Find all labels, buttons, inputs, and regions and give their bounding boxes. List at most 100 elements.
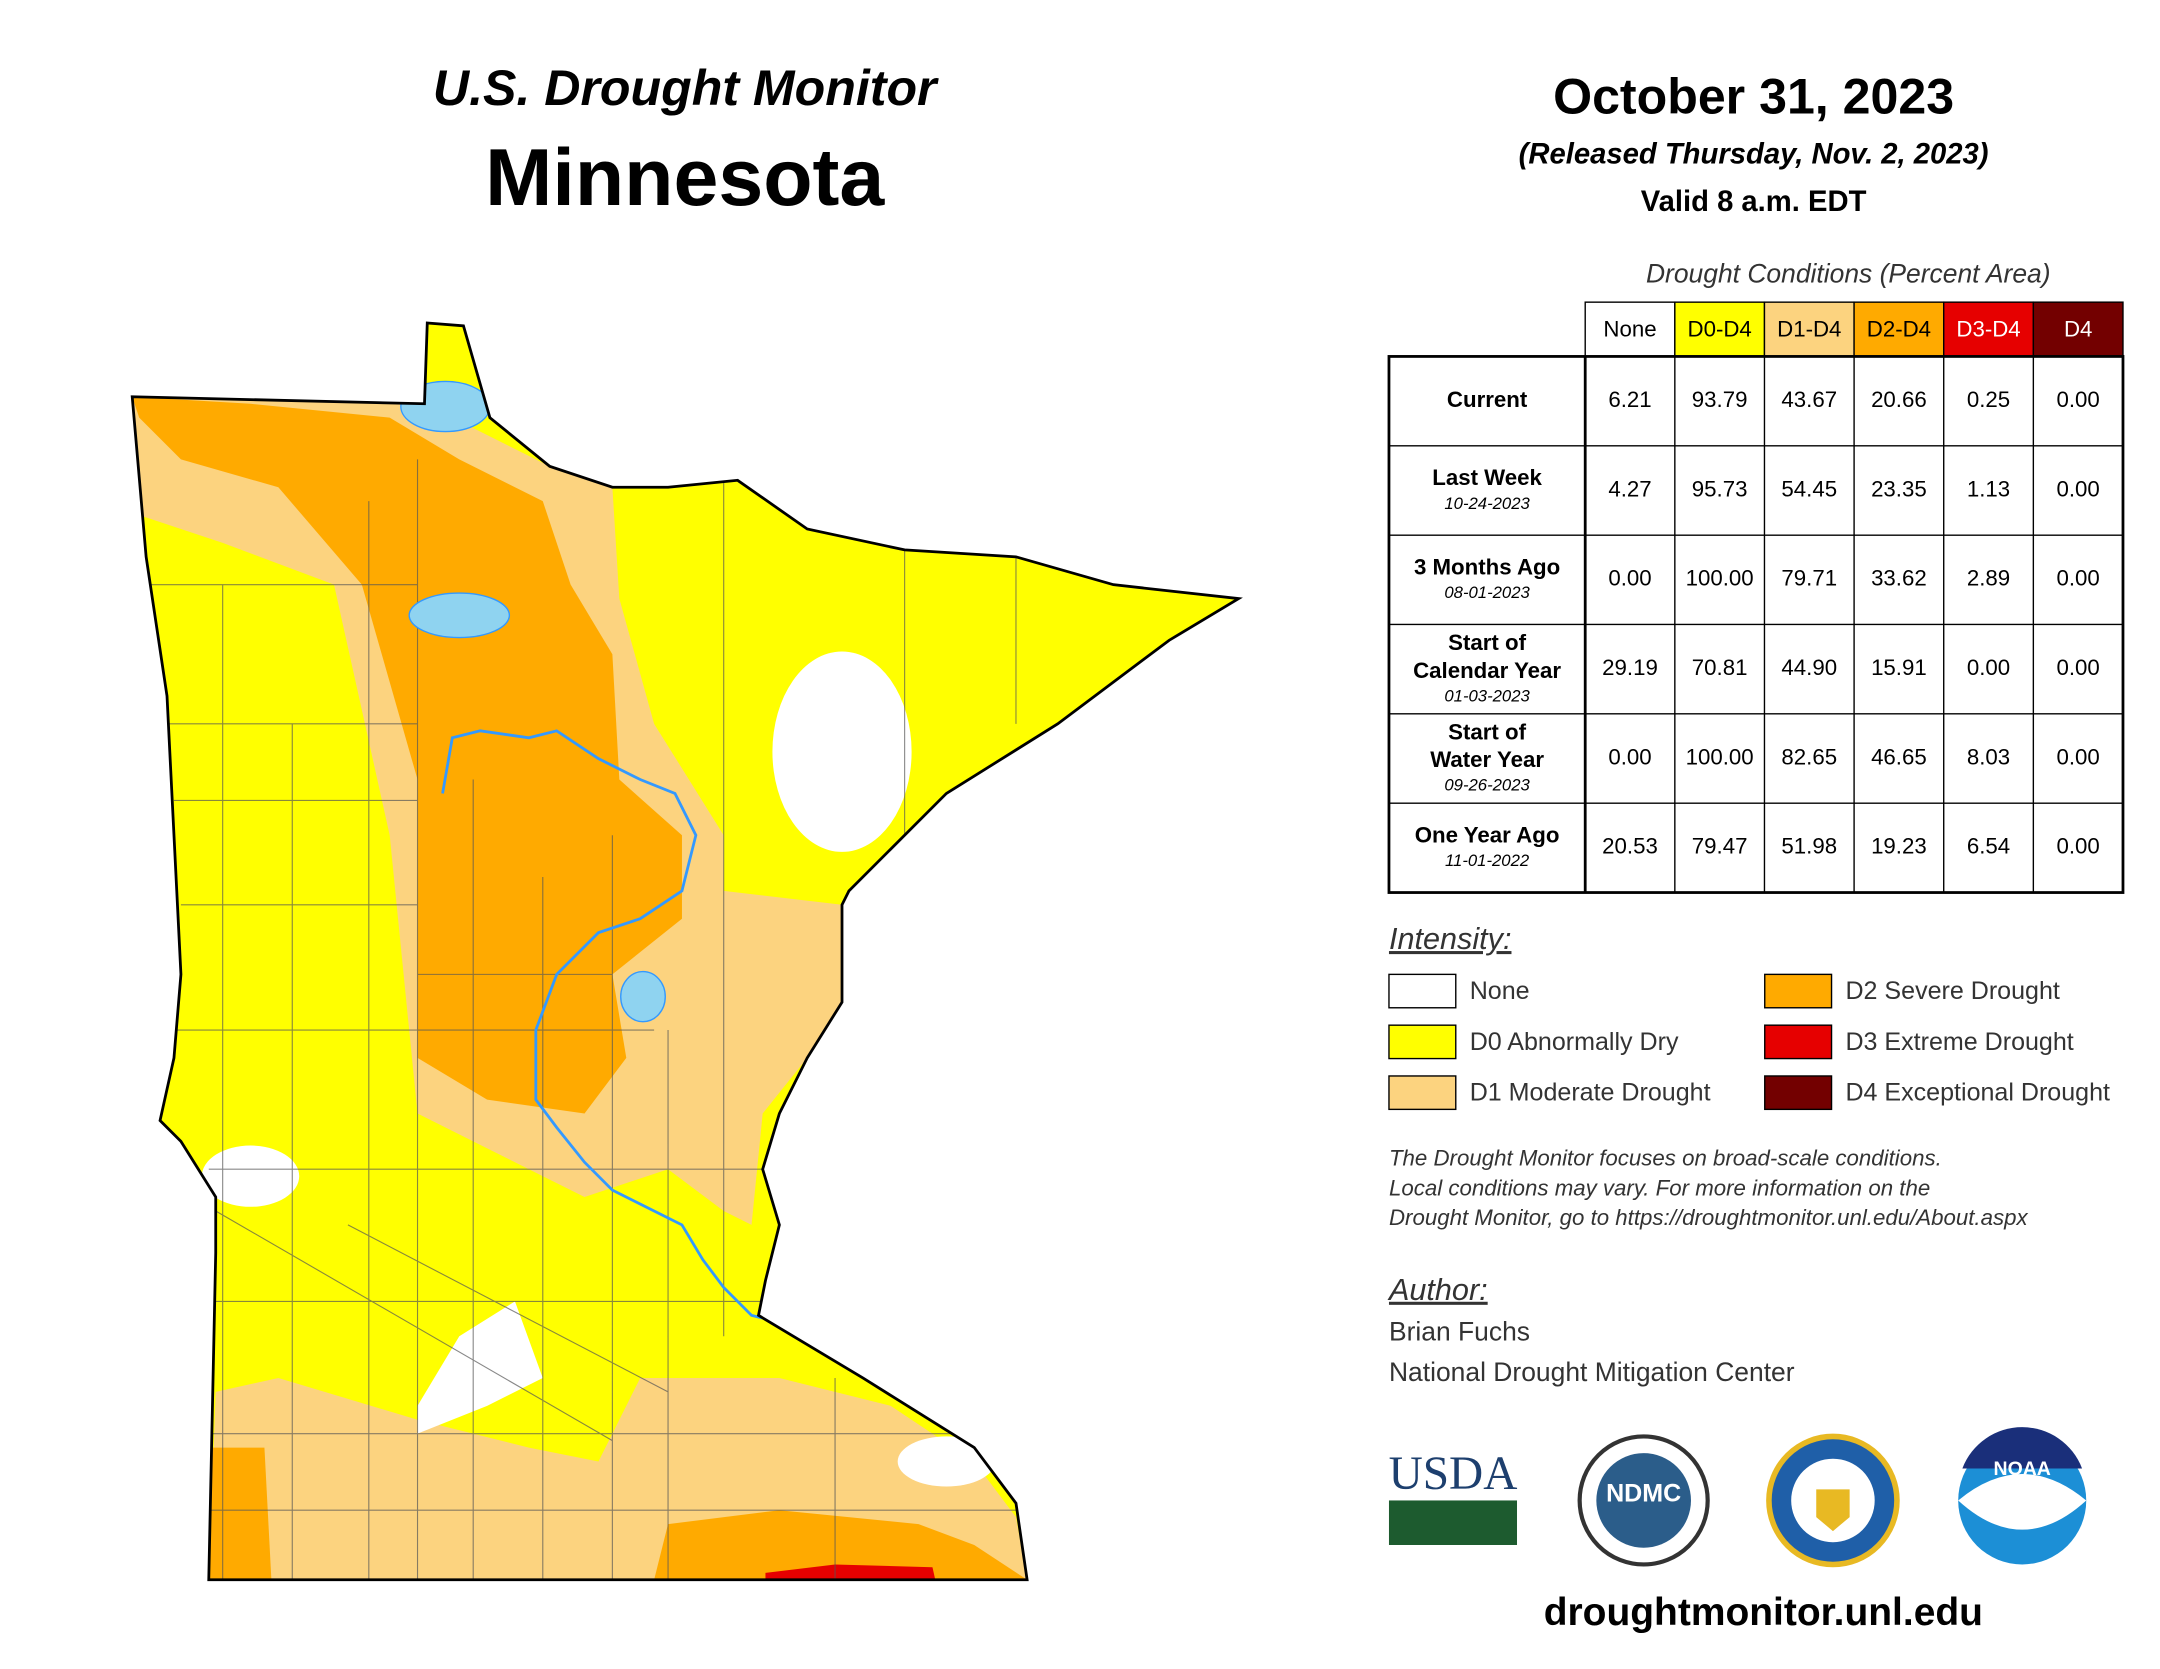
row-label: One Year Ago bbox=[1415, 823, 1560, 848]
d2-area bbox=[208, 1447, 272, 1580]
conditions-table: None D0-D4 D1-D4 D2-D4 D3-D4 D4 Current 6.21 93.… bbox=[1387, 301, 2125, 894]
usda-logo: USDA bbox=[1389, 1448, 1518, 1500]
row-label: Current bbox=[1447, 387, 1528, 412]
author-heading: Author: bbox=[1387, 1273, 1488, 1307]
table-value: 0.00 bbox=[1608, 566, 1651, 591]
table-value: 43.67 bbox=[1781, 387, 1837, 412]
table-value: 93.79 bbox=[1692, 387, 1748, 412]
column-header: D2-D4 bbox=[1867, 317, 1931, 342]
none-area bbox=[897, 1436, 996, 1487]
row-date: 08-01-2023 bbox=[1444, 583, 1530, 602]
table-value: 8.03 bbox=[1967, 744, 2010, 769]
table-value: 2.89 bbox=[1967, 566, 2010, 591]
title: U.S. Drought Monitor bbox=[433, 60, 939, 116]
column-header: D0-D4 bbox=[1688, 317, 1752, 342]
table-value: 20.66 bbox=[1871, 387, 1927, 412]
table-value: 0.00 bbox=[1967, 655, 2010, 680]
row-label: Start of bbox=[1448, 630, 1526, 655]
legend: Intensity: None D0 Abnormally Dry D1 Modera… bbox=[1388, 922, 2110, 1111]
table-value: 6.21 bbox=[1608, 387, 1651, 412]
table-value: 1.13 bbox=[1967, 476, 2010, 501]
table-value: 0.00 bbox=[2057, 566, 2100, 591]
row-label: Start of bbox=[1448, 719, 1526, 744]
table-value: 54.45 bbox=[1781, 476, 1837, 501]
table-value: 0.00 bbox=[2057, 834, 2100, 859]
table-value: 0.00 bbox=[2057, 744, 2100, 769]
legend-label: D3 Extreme Drought bbox=[1845, 1028, 2073, 1056]
lake bbox=[408, 592, 511, 639]
table-value: 95.73 bbox=[1692, 476, 1748, 501]
table-value: 0.00 bbox=[2057, 387, 2100, 412]
table-value: 0.00 bbox=[2057, 476, 2100, 501]
table-value: 51.98 bbox=[1781, 834, 1837, 859]
none-area bbox=[201, 1145, 300, 1207]
legend-swatch bbox=[1388, 973, 1457, 1009]
logos: USDA NDMC NOAA bbox=[1389, 1427, 2087, 1568]
table-value: 82.65 bbox=[1781, 744, 1837, 769]
table-value: 6.54 bbox=[1967, 834, 2010, 859]
noaa-gull bbox=[1958, 1474, 2087, 1530]
legend-label: D4 Exceptional Drought bbox=[1845, 1079, 2110, 1107]
note-line: Drought Monitor, go to https://droughtmo… bbox=[1389, 1205, 2029, 1230]
table-value: 100.00 bbox=[1686, 566, 1754, 591]
legend-label: None bbox=[1470, 977, 1530, 1005]
legend-swatch bbox=[1764, 1075, 1833, 1111]
commerce-shield bbox=[1816, 1489, 1850, 1532]
note: The Drought Monitor focuses on broad-sca… bbox=[1389, 1145, 2029, 1230]
map bbox=[130, 321, 1241, 1582]
note-line: The Drought Monitor focuses on broad-sca… bbox=[1389, 1145, 1942, 1170]
lake bbox=[400, 380, 491, 433]
column-header: D1-D4 bbox=[1777, 317, 1841, 342]
legend-label: D1 Moderate Drought bbox=[1470, 1079, 1711, 1107]
none-area bbox=[417, 1301, 543, 1434]
table-value: 29.19 bbox=[1602, 655, 1658, 680]
ndmc-text: NDMC bbox=[1606, 1480, 1681, 1508]
table-value: 15.91 bbox=[1871, 655, 1927, 680]
column-header-cell bbox=[1853, 301, 1945, 358]
noaa-top bbox=[1962, 1427, 2083, 1469]
none-area bbox=[772, 651, 912, 852]
table-value: 19.23 bbox=[1871, 834, 1927, 859]
table-value: 100.00 bbox=[1686, 744, 1754, 769]
row-date: 10-24-2023 bbox=[1444, 494, 1530, 513]
table-value: 0.00 bbox=[2057, 655, 2100, 680]
table-value: 0.00 bbox=[1608, 744, 1651, 769]
row-label: Last Week bbox=[1432, 465, 1542, 490]
table-value: 20.53 bbox=[1602, 834, 1658, 859]
legend-swatch bbox=[1764, 1024, 1833, 1060]
table-value: 79.47 bbox=[1692, 834, 1748, 859]
author-org: National Drought Mitigation Center bbox=[1389, 1357, 1795, 1387]
author-name: Brian Fuchs bbox=[1389, 1316, 1530, 1346]
row-label: Water Year bbox=[1430, 747, 1544, 772]
table-value: 0.25 bbox=[1967, 387, 2010, 412]
legend-swatch bbox=[1764, 973, 1833, 1009]
table-value: 79.71 bbox=[1781, 566, 1837, 591]
d2-area bbox=[654, 1510, 1028, 1580]
valid-time: Valid 8 a.m. EDT bbox=[1641, 186, 1867, 218]
lake bbox=[620, 970, 666, 1023]
note-line: Local conditions may vary. For more info… bbox=[1389, 1175, 1930, 1200]
row-date: 09-26-2023 bbox=[1444, 776, 1530, 795]
table-value: 4.27 bbox=[1608, 476, 1651, 501]
column-header-cell bbox=[2032, 301, 2124, 358]
row-date: 11-01-2022 bbox=[1445, 851, 1530, 870]
column-header: D4 bbox=[2064, 317, 2092, 342]
noaa-text: NOAA bbox=[1994, 1458, 2051, 1480]
table-caption: Drought Conditions (Percent Area) bbox=[1646, 259, 2051, 289]
state-name: Minnesota bbox=[485, 133, 885, 223]
d2-area bbox=[132, 396, 682, 1114]
column-header-cell bbox=[1584, 301, 1676, 358]
row-date: 01-03-2023 bbox=[1444, 686, 1530, 705]
column-header: None bbox=[1603, 317, 1656, 342]
legend-swatch bbox=[1388, 1075, 1457, 1111]
county-lines bbox=[139, 459, 1030, 1580]
legend-swatch bbox=[1388, 1024, 1457, 1060]
table-value: 44.90 bbox=[1781, 655, 1837, 680]
legend-heading: Intensity: bbox=[1389, 922, 1512, 956]
column-header-cell bbox=[1674, 301, 1766, 358]
ndmc-logo-inner bbox=[1596, 1453, 1691, 1548]
site-url[interactable]: droughtmonitor.unl.edu bbox=[1544, 1591, 1983, 1634]
table-value: 33.62 bbox=[1871, 566, 1927, 591]
table-value: 70.81 bbox=[1692, 655, 1748, 680]
